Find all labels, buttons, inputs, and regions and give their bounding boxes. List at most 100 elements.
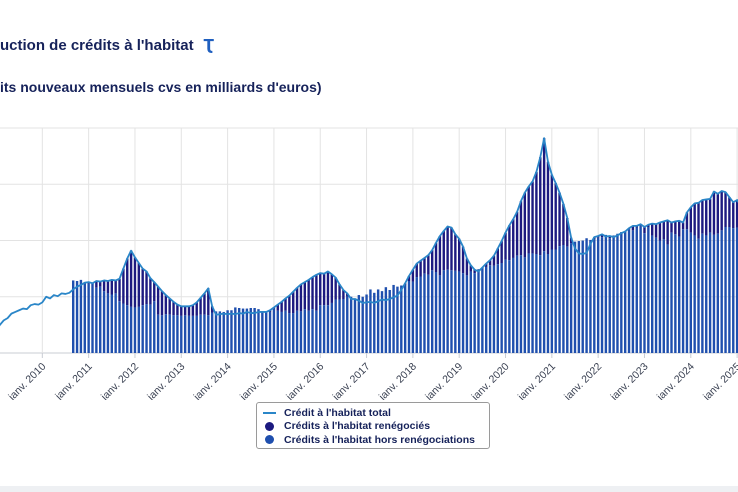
x-tick-label: janv. 2025 xyxy=(700,361,738,400)
bar-renegotiated xyxy=(716,193,720,234)
x-tick-label: janv. 2014 xyxy=(191,361,234,400)
bar-renegotiated xyxy=(608,236,611,239)
w-logo-icon[interactable]: Ʈ xyxy=(203,36,214,54)
legend-item-non-renegotiated[interactable]: Crédits à l'habitat hors renégociations xyxy=(263,433,489,447)
bar-non-renegotiated xyxy=(631,230,635,354)
bar-non-renegotiated xyxy=(137,306,141,354)
bar-non-renegotiated xyxy=(407,281,411,353)
bar-non-renegotiated xyxy=(523,257,527,354)
bar-renegotiated xyxy=(207,288,210,316)
bar-non-renegotiated xyxy=(535,254,538,353)
bar-non-renegotiated xyxy=(647,227,650,353)
bar-non-renegotiated xyxy=(585,238,588,353)
bar-non-renegotiated xyxy=(388,290,391,353)
legend-label-non-renegotiated: Crédits à l'habitat hors renégociations xyxy=(284,433,475,446)
bar-renegotiated xyxy=(280,301,283,312)
bar-non-renegotiated xyxy=(346,296,349,353)
line-total xyxy=(0,137,738,327)
bar-non-renegotiated xyxy=(454,270,457,354)
bar-non-renegotiated xyxy=(353,298,357,353)
bar-non-renegotiated xyxy=(75,281,79,353)
bar-non-renegotiated xyxy=(635,227,638,353)
bar-non-renegotiated xyxy=(295,310,299,353)
bar-renegotiated xyxy=(156,286,160,315)
bar-renegotiated xyxy=(643,227,646,234)
bar-non-renegotiated xyxy=(272,308,276,353)
bar-renegotiated xyxy=(697,202,700,239)
bar-non-renegotiated xyxy=(573,241,577,354)
bar-non-renegotiated xyxy=(361,296,364,353)
bar-non-renegotiated xyxy=(110,294,113,353)
bar-non-renegotiated xyxy=(330,302,334,353)
bar-renegotiated xyxy=(724,192,727,227)
bar-renegotiated xyxy=(149,278,152,305)
bar-non-renegotiated xyxy=(322,305,326,353)
bar-renegotiated xyxy=(542,138,546,252)
legend-item-total[interactable]: Crédit à l'habitat total xyxy=(263,406,489,420)
bar-non-renegotiated xyxy=(562,245,565,353)
bar-renegotiated xyxy=(415,263,418,278)
bar-non-renegotiated xyxy=(411,281,415,353)
bar-renegotiated xyxy=(411,269,415,282)
x-tick-label: janv. 2011 xyxy=(52,361,94,400)
x-tick-label: 2009 xyxy=(0,361,2,386)
bar-non-renegotiated xyxy=(373,292,376,353)
bar-renegotiated xyxy=(461,246,465,274)
bar-non-renegotiated xyxy=(488,265,492,353)
bar-non-renegotiated xyxy=(442,270,445,353)
bar-non-renegotiated xyxy=(338,299,341,353)
bar-renegotiated xyxy=(438,236,442,276)
bar-non-renegotiated xyxy=(728,227,731,353)
bar-non-renegotiated xyxy=(187,315,191,354)
bar-non-renegotiated xyxy=(149,304,152,354)
bar-non-renegotiated xyxy=(705,235,708,353)
bar-renegotiated xyxy=(295,287,299,311)
bar-renegotiated xyxy=(569,237,573,244)
bar-non-renegotiated xyxy=(735,227,738,353)
x-tick-label: janv. 2023 xyxy=(608,361,651,400)
bar-non-renegotiated xyxy=(400,285,403,353)
bar-non-renegotiated xyxy=(446,269,449,353)
legend-item-renegotiated[interactable]: Crédits à l'habitat renégociés xyxy=(263,420,489,434)
bar-non-renegotiated xyxy=(106,293,110,354)
bar-non-renegotiated xyxy=(693,235,696,353)
bar-non-renegotiated xyxy=(681,229,685,353)
bar-renegotiated xyxy=(342,290,345,299)
bar-non-renegotiated xyxy=(342,299,345,353)
bar-renegotiated xyxy=(129,250,133,307)
bar-non-renegotiated xyxy=(577,241,581,353)
bar-renegotiated xyxy=(442,230,445,271)
bar-non-renegotiated xyxy=(554,249,557,353)
bar-non-renegotiated xyxy=(732,228,735,354)
bar-renegotiated xyxy=(276,304,279,311)
bar-non-renegotiated xyxy=(261,311,264,354)
bar-renegotiated xyxy=(658,222,662,241)
bar-non-renegotiated xyxy=(160,315,164,353)
bar-non-renegotiated xyxy=(299,311,303,354)
bar-non-renegotiated xyxy=(203,314,206,353)
x-tick-label: janv. 2018 xyxy=(376,361,419,400)
bar-renegotiated xyxy=(647,224,650,227)
x-tick-label: janv. 2017 xyxy=(330,361,373,400)
bar-non-renegotiated xyxy=(512,257,515,353)
bar-renegotiated xyxy=(666,220,669,245)
bar-non-renegotiated xyxy=(369,289,372,353)
bar-renegotiated xyxy=(292,291,295,314)
bar-non-renegotiated xyxy=(141,305,144,353)
bar-renegotiated xyxy=(288,295,291,314)
bar-non-renegotiated xyxy=(658,240,662,353)
bar-renegotiated xyxy=(454,234,457,271)
bar-non-renegotiated xyxy=(102,291,106,354)
bar-non-renegotiated xyxy=(608,238,611,353)
bar-non-renegotiated xyxy=(79,279,83,354)
bar-non-renegotiated xyxy=(674,234,677,353)
bar-renegotiated xyxy=(191,305,195,316)
bar-renegotiated xyxy=(681,222,685,230)
bar-renegotiated xyxy=(118,278,121,302)
bar-renegotiated xyxy=(427,255,430,275)
bar-non-renegotiated xyxy=(253,308,256,353)
bar-non-renegotiated xyxy=(458,271,461,353)
bar-renegotiated xyxy=(450,227,453,271)
bar-non-renegotiated xyxy=(164,314,168,353)
bar-renegotiated xyxy=(554,183,557,250)
